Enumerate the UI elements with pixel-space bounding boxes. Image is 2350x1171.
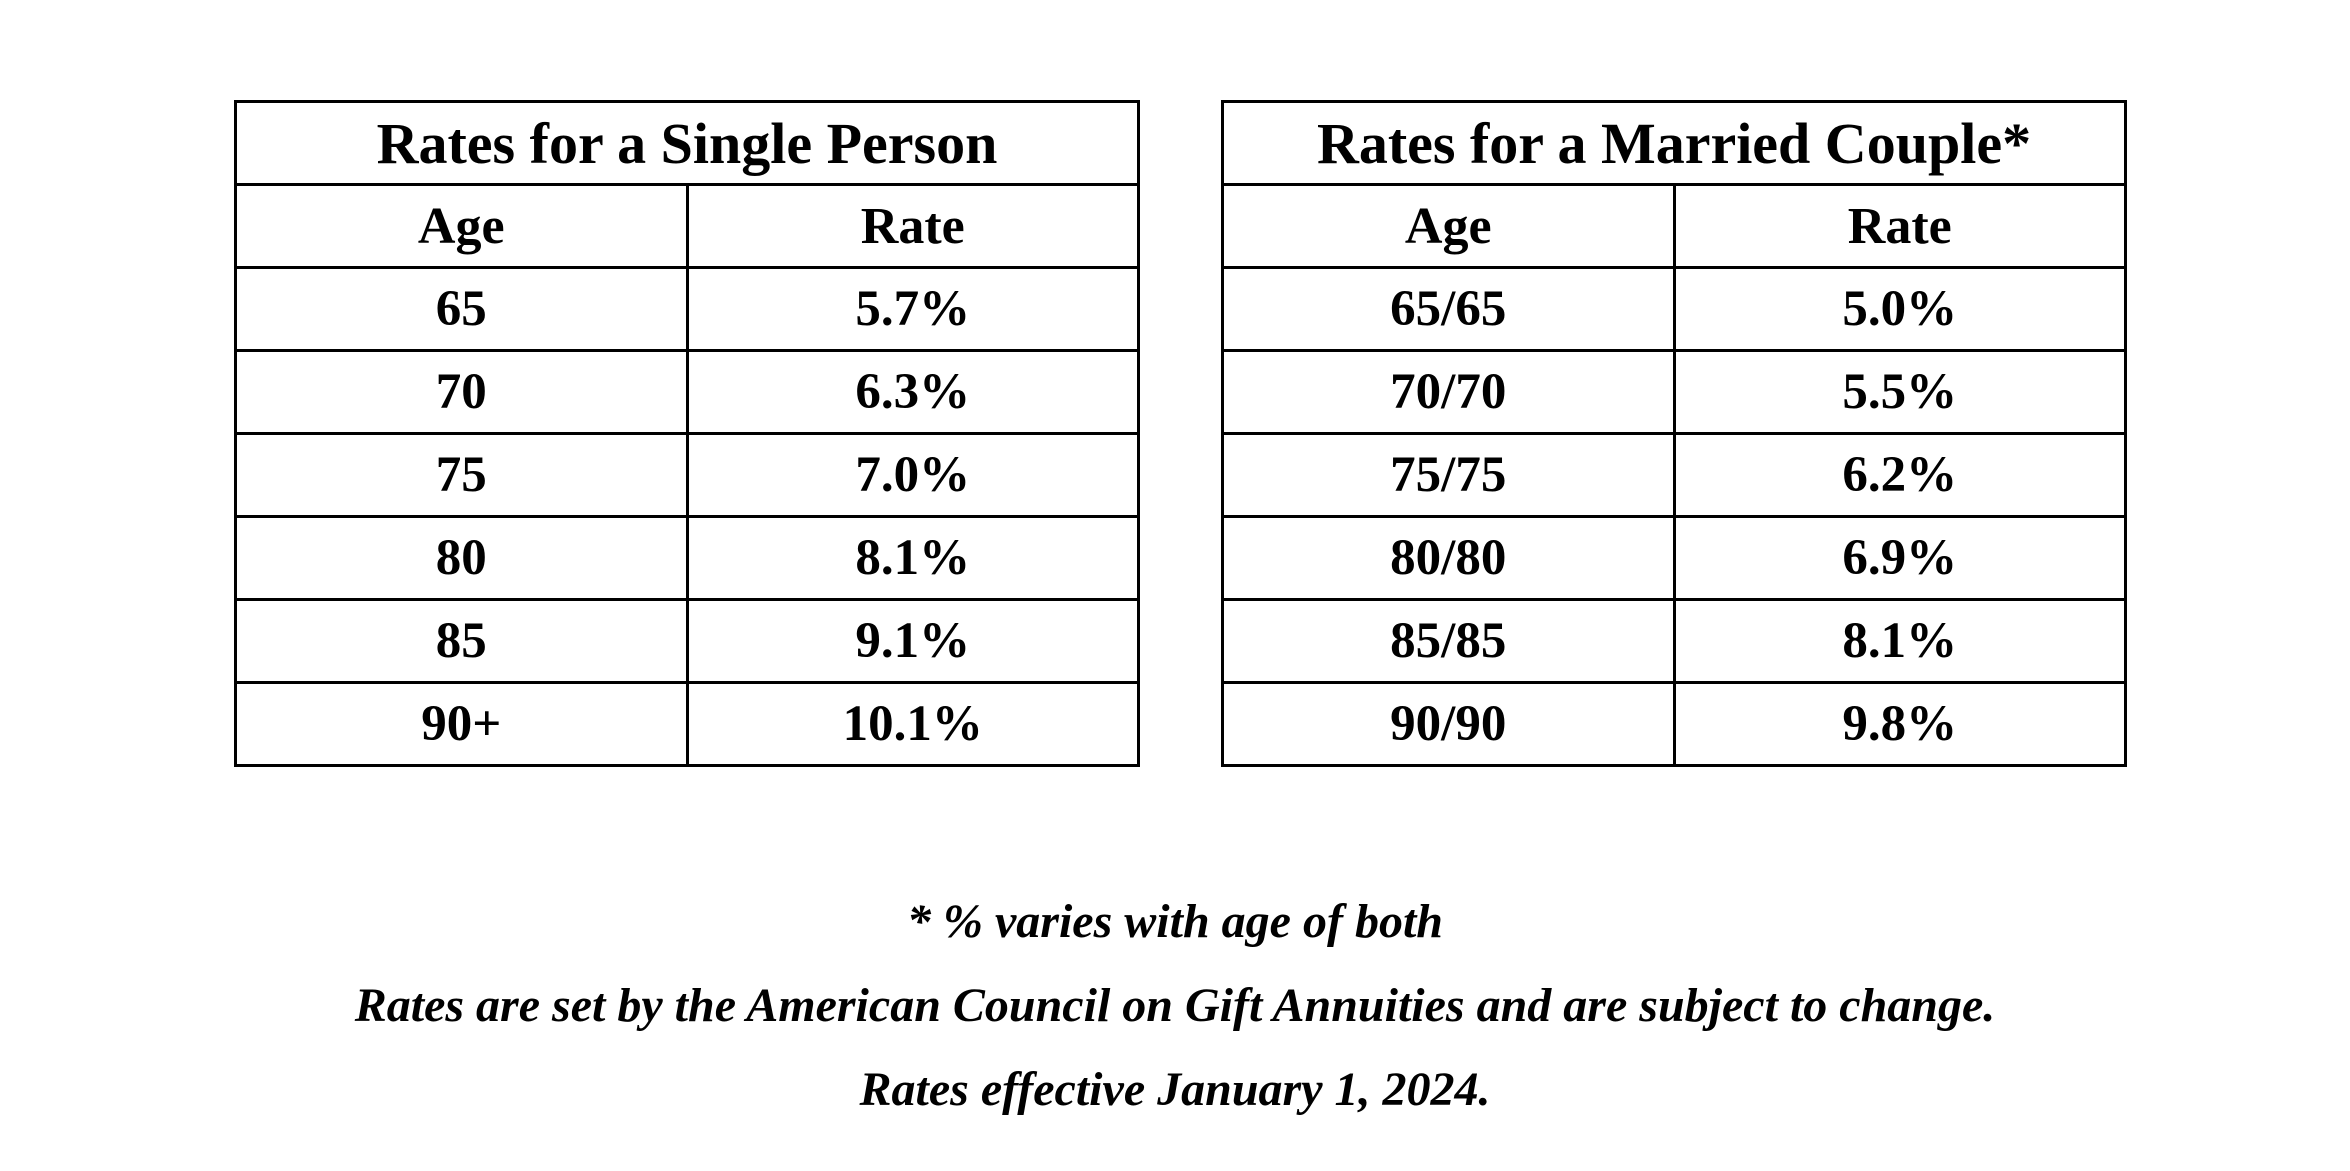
married-couple-rate-table: Rates for a Married Couple* Age Rate 65/… xyxy=(1221,100,2127,767)
table-row: 80 8.1% xyxy=(234,515,1140,601)
footnote-text: * % varies with age of both xyxy=(907,895,1443,948)
age-cell: 70 xyxy=(234,349,689,435)
effective-date-text: Rates effective January 1, 2024. xyxy=(859,1063,1491,1116)
table-header-row: Age Rate xyxy=(1221,183,2127,269)
age-cell: 65/65 xyxy=(1221,266,1676,352)
age-column-header: Age xyxy=(234,183,689,269)
age-cell: 75/75 xyxy=(1221,432,1676,518)
rate-cell: 10.1% xyxy=(685,681,1140,767)
age-cell: 65 xyxy=(234,266,689,352)
single-table-title: Rates for a Single Person xyxy=(234,100,1140,186)
age-cell: 85 xyxy=(234,598,689,684)
table-row: 65 5.7% xyxy=(234,266,1140,352)
rate-cell: 5.0% xyxy=(1672,266,2127,352)
rate-cell: 5.5% xyxy=(1672,349,2127,435)
rate-cell: 8.1% xyxy=(1672,598,2127,684)
table-row: 80/80 6.9% xyxy=(1221,515,2127,601)
single-person-rate-table: Rates for a Single Person Age Rate 65 5.… xyxy=(234,100,1140,767)
age-cell: 70/70 xyxy=(1221,349,1676,435)
rate-column-header: Rate xyxy=(685,183,1140,269)
couple-table-title: Rates for a Married Couple* xyxy=(1221,100,2127,186)
table-row: 85 9.1% xyxy=(234,598,1140,684)
table-row: 90+ 10.1% xyxy=(234,681,1140,767)
rate-cell: 9.8% xyxy=(1672,681,2127,767)
rate-cell: 6.3% xyxy=(685,349,1140,435)
table-title-row: Rates for a Married Couple* xyxy=(1221,100,2127,186)
table-title-row: Rates for a Single Person xyxy=(234,100,1140,186)
age-cell: 90+ xyxy=(234,681,689,767)
rate-cell: 7.0% xyxy=(685,432,1140,518)
table-row: 70 6.3% xyxy=(234,349,1140,435)
rate-cell: 6.9% xyxy=(1672,515,2127,601)
age-cell: 80 xyxy=(234,515,689,601)
rate-column-header: Rate xyxy=(1672,183,2127,269)
age-cell: 90/90 xyxy=(1221,681,1676,767)
age-cell: 85/85 xyxy=(1221,598,1676,684)
table-row: 75 7.0% xyxy=(234,432,1140,518)
age-cell: 75 xyxy=(234,432,689,518)
table-row: 75/75 6.2% xyxy=(1221,432,2127,518)
table-header-row: Age Rate xyxy=(234,183,1140,269)
table-row: 65/65 5.0% xyxy=(1221,266,2127,352)
rate-cell: 9.1% xyxy=(685,598,1140,684)
table-row: 85/85 8.1% xyxy=(1221,598,2127,684)
table-row: 90/90 9.8% xyxy=(1221,681,2127,767)
age-column-header: Age xyxy=(1221,183,1676,269)
disclaimer-text: Rates are set by the American Council on… xyxy=(354,979,1996,1032)
age-cell: 80/80 xyxy=(1221,515,1676,601)
rate-cell: 8.1% xyxy=(685,515,1140,601)
rate-cell: 5.7% xyxy=(685,266,1140,352)
rate-cell: 6.2% xyxy=(1672,432,2127,518)
table-row: 70/70 5.5% xyxy=(1221,349,2127,435)
notes-section: * % varies with age of both Rates are se… xyxy=(0,880,2350,1132)
